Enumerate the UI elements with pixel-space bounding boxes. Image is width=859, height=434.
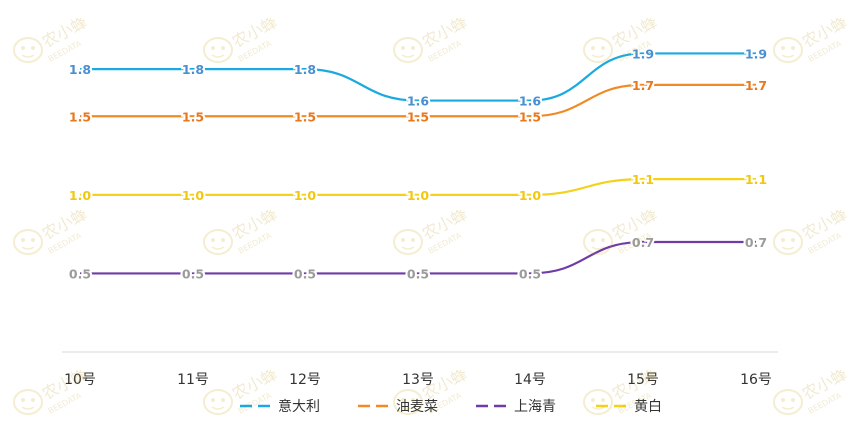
- value-label: 1.8: [182, 62, 204, 77]
- legend-label: 上海青: [514, 399, 556, 415]
- value-label: 0.5: [407, 266, 429, 281]
- value-label: 1.0: [519, 188, 541, 203]
- value-label: 1.1: [632, 172, 654, 187]
- legend-label: 油麦菜: [396, 399, 438, 415]
- x-tick-label: 10号: [64, 372, 96, 388]
- value-label: 1.0: [407, 188, 429, 203]
- value-label: 1.7: [745, 78, 767, 93]
- value-label: 1.5: [182, 109, 204, 124]
- value-label: 1.8: [294, 62, 316, 77]
- series-line-2: [80, 83, 756, 118]
- x-tick-label: 16号: [740, 372, 772, 388]
- value-label: 0.7: [745, 235, 767, 250]
- value-label: 1.0: [69, 188, 91, 203]
- value-labels: 1.0 1.0 1.0 1.0 1.0 1.1 1.1 0.5 0.5 0.5 0.5 0.5 0.7 0…: [67, 44, 769, 283]
- legend-label: 黄白: [634, 398, 662, 415]
- x-tick-label: 13号: [402, 372, 434, 388]
- x-tick-label: 11号: [177, 372, 209, 388]
- value-label: 0.7: [632, 235, 654, 250]
- legend-item-3[interactable]: 上海青: [476, 399, 556, 415]
- legend-item-2[interactable]: 油麦菜: [358, 399, 438, 415]
- x-tick-label: 14号: [514, 372, 546, 388]
- value-label: 0.5: [69, 266, 91, 281]
- x-tick-labels: 10号 11号 12号 13号 14号 15号 16号: [64, 372, 772, 388]
- value-label: 1.5: [294, 109, 316, 124]
- value-label: 0.5: [294, 266, 316, 281]
- value-label: 1.0: [182, 188, 204, 203]
- value-label: 1.5: [519, 109, 541, 124]
- value-label: 1.5: [407, 109, 429, 124]
- value-label: 0.5: [182, 266, 204, 281]
- value-label: 1.9: [632, 46, 654, 61]
- series-layer: [79, 52, 756, 275]
- value-label: 1.6: [519, 94, 541, 109]
- value-label: 1.8: [69, 62, 91, 77]
- value-label: 1.5: [69, 109, 91, 124]
- value-label: 1.9: [745, 46, 767, 61]
- legend: 意大利 油麦菜 上海青 黄白: [240, 398, 662, 415]
- legend-label: 意大利: [278, 398, 320, 415]
- legend-item-4[interactable]: 黄白: [596, 398, 662, 415]
- series-line-1: [80, 52, 756, 102]
- series-line-3: [80, 240, 756, 275]
- value-label: 1.0: [294, 188, 316, 203]
- value-label: 1.1: [745, 172, 767, 187]
- value-label: 0.5: [519, 266, 541, 281]
- x-tick-label: 15号: [627, 372, 659, 388]
- x-tick-label: 12号: [289, 372, 321, 388]
- series-line-4: [79, 178, 756, 196]
- value-label: 1.7: [632, 78, 654, 93]
- value-label: 1.6: [407, 94, 429, 109]
- legend-item-1[interactable]: 意大利: [240, 398, 320, 415]
